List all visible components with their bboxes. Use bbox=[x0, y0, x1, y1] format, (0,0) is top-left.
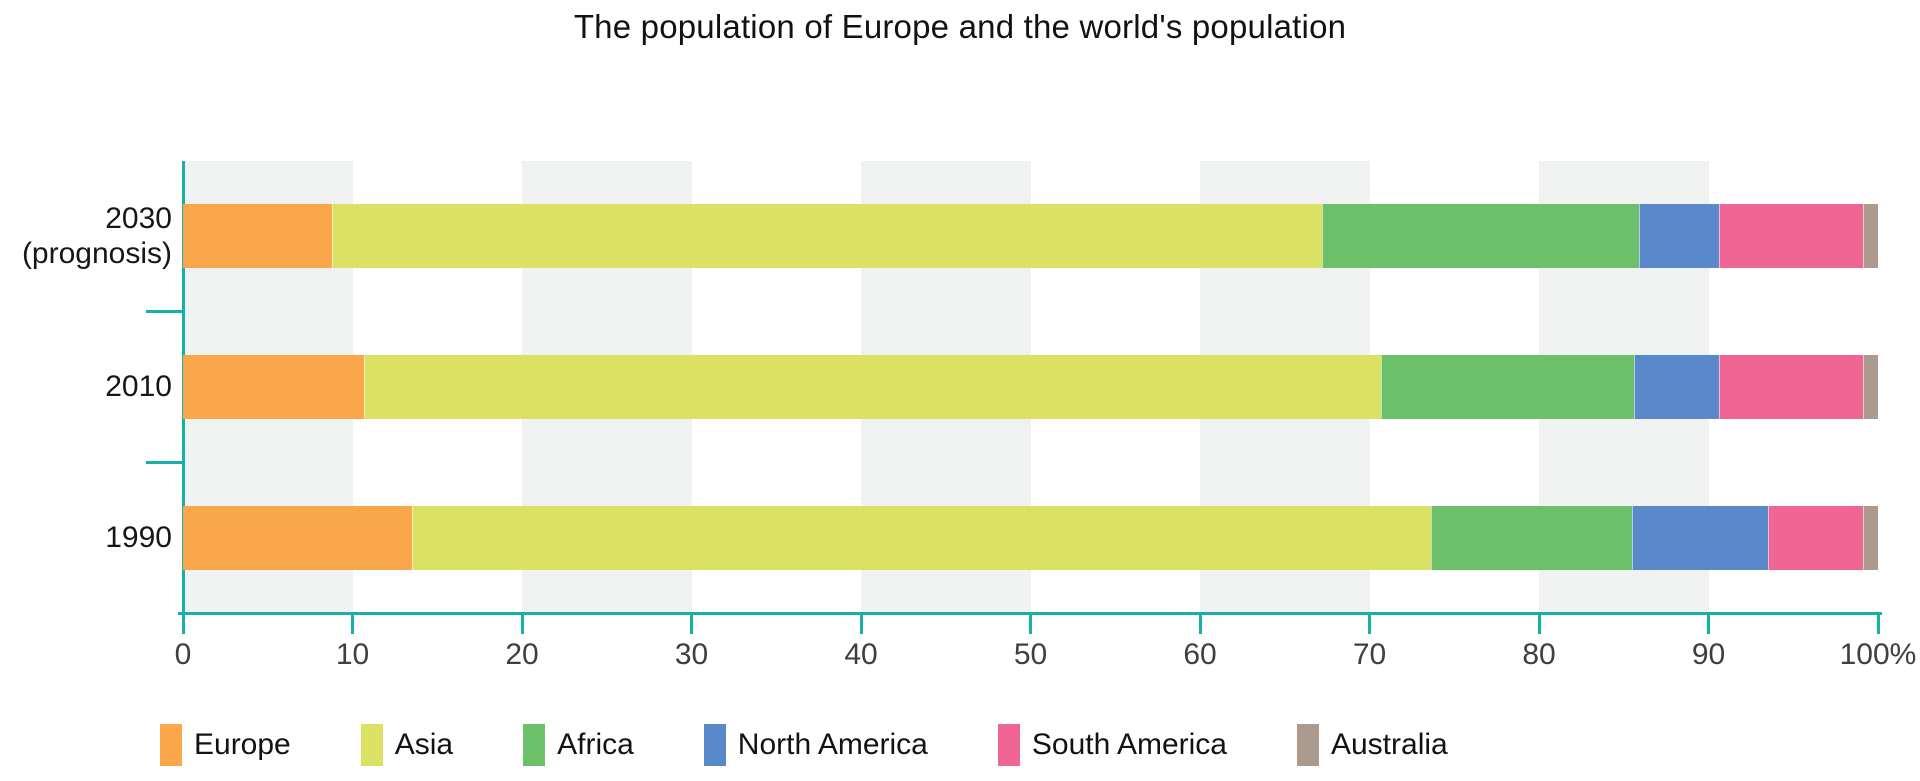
legend: Europe Asia Africa North America South Ameri… bbox=[160, 724, 1448, 766]
bar-segment-africa[interactable] bbox=[1430, 505, 1633, 570]
bar-segment-europe[interactable] bbox=[183, 204, 333, 269]
bar-segment-asia[interactable] bbox=[411, 505, 1431, 570]
legend-item-europe[interactable]: Europe bbox=[160, 724, 291, 766]
legend-item-australia[interactable]: Australia bbox=[1296, 724, 1448, 766]
x-tick bbox=[690, 615, 693, 634]
x-tick-label: 10 bbox=[335, 638, 370, 671]
legend-label: South America bbox=[1031, 728, 1227, 761]
bar-segment-south-america[interactable] bbox=[1718, 355, 1863, 419]
x-axis-line bbox=[178, 612, 1882, 615]
x-tick-label: 0 bbox=[174, 638, 192, 671]
x-tick bbox=[1368, 615, 1371, 634]
x-tick-label: 50 bbox=[1013, 638, 1048, 671]
x-tick bbox=[859, 615, 863, 634]
chart-title: The population of Europe and the world's… bbox=[573, 8, 1347, 45]
x-tick bbox=[1876, 615, 1880, 634]
x-tick-label: 40 bbox=[844, 638, 878, 671]
legend-swatch-north-america bbox=[703, 724, 726, 766]
legend-item-north-america[interactable]: North America bbox=[703, 724, 928, 766]
legend-item-south-america[interactable]: South America bbox=[997, 724, 1227, 766]
legend-label: Asia bbox=[394, 728, 454, 761]
legend-swatch-africa bbox=[523, 724, 546, 766]
legend-item-africa[interactable]: Africa bbox=[523, 724, 634, 766]
bar-segment-australia[interactable] bbox=[1862, 355, 1878, 419]
bar-row-1990 bbox=[183, 505, 1878, 570]
x-tick-label: 90 bbox=[1691, 638, 1726, 671]
bar-segment-europe[interactable] bbox=[183, 505, 412, 570]
legend-label: Africa bbox=[557, 728, 634, 761]
x-tick-label: 20 bbox=[505, 638, 539, 671]
x-tick bbox=[181, 615, 185, 634]
bar-segment-asia[interactable] bbox=[332, 204, 1323, 269]
x-tick bbox=[1707, 615, 1710, 634]
x-tick bbox=[1537, 615, 1541, 634]
x-tick bbox=[351, 615, 354, 634]
legend-swatch-europe bbox=[160, 724, 182, 766]
category-label-2030: 2030 (prognosis) bbox=[21, 202, 172, 271]
legend-label: North America bbox=[737, 728, 928, 761]
x-tick-label: 60 bbox=[1183, 638, 1217, 671]
bar-segment-africa[interactable] bbox=[1381, 355, 1634, 419]
y-tick bbox=[146, 460, 183, 464]
bar-segment-europe[interactable] bbox=[183, 355, 365, 419]
x-tick bbox=[1198, 615, 1202, 634]
bar-segment-north-america[interactable] bbox=[1638, 204, 1719, 269]
x-tick-label: 80 bbox=[1522, 638, 1556, 671]
category-label-1990: 1990 bbox=[105, 521, 172, 555]
x-tick bbox=[1029, 615, 1032, 634]
bar-segment-north-america[interactable] bbox=[1633, 355, 1719, 419]
legend-swatch-australia bbox=[1296, 724, 1319, 766]
legend-item-asia[interactable]: Asia bbox=[360, 724, 454, 766]
bar-segment-south-america[interactable] bbox=[1718, 204, 1863, 269]
x-tick bbox=[520, 615, 524, 634]
bar-segment-north-america[interactable] bbox=[1632, 505, 1768, 570]
bar-segment-australia[interactable] bbox=[1862, 204, 1878, 269]
x-tick-label: 100% bbox=[1839, 638, 1917, 671]
bar-segment-asia[interactable] bbox=[364, 355, 1382, 419]
bar-segment-africa[interactable] bbox=[1322, 204, 1639, 269]
x-tick-label: 70 bbox=[1352, 638, 1387, 671]
legend-swatch-south-america bbox=[997, 724, 1020, 766]
category-label-2010: 2010 bbox=[105, 370, 172, 404]
bar-row-2010 bbox=[183, 355, 1878, 419]
bar-segment-australia[interactable] bbox=[1862, 505, 1878, 570]
legend-label: Australia bbox=[1330, 728, 1448, 761]
bar-row-2030 bbox=[183, 204, 1878, 269]
bar-segment-south-america[interactable] bbox=[1767, 505, 1863, 570]
legend-swatch-asia bbox=[360, 724, 383, 766]
y-tick bbox=[146, 310, 183, 314]
x-tick-label: 30 bbox=[674, 638, 709, 671]
legend-label: Europe bbox=[194, 728, 291, 761]
